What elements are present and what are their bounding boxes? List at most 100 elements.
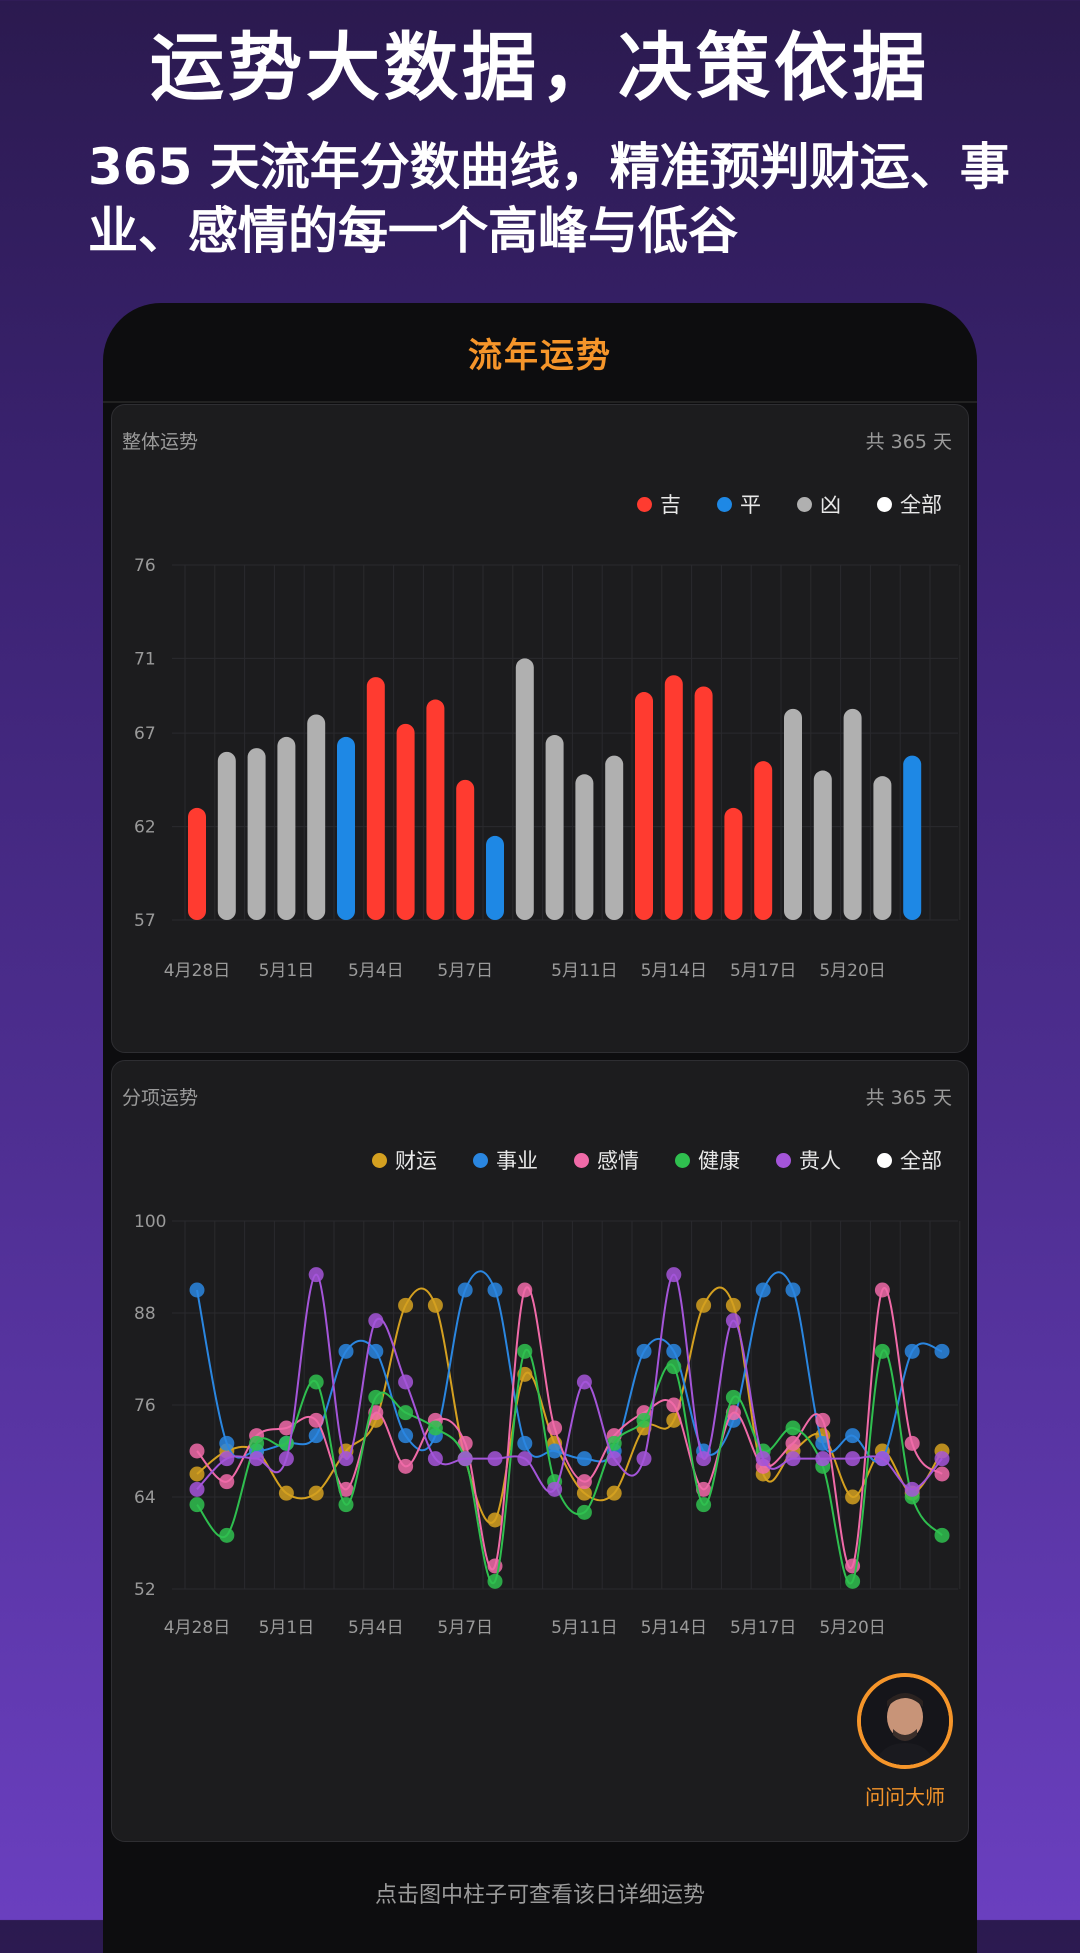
sub-line-chart[interactable]: 100 88 76 64 52 4月28日 5月1日 5月4日 5月7日 5月11日 5月14日 5月… xyxy=(112,1061,968,1841)
series-point[interactable] xyxy=(487,1451,503,1467)
series-point[interactable] xyxy=(368,1389,384,1405)
series-point[interactable] xyxy=(547,1481,563,1497)
series-point[interactable] xyxy=(755,1282,771,1298)
series-point[interactable] xyxy=(547,1443,563,1459)
overall-legend-item[interactable]: 凶 xyxy=(797,489,841,519)
bar[interactable] xyxy=(784,708,802,920)
overall-legend-item[interactable]: 全部 xyxy=(877,489,942,519)
bar[interactable] xyxy=(664,675,683,920)
series-point[interactable] xyxy=(308,1485,324,1501)
series-point[interactable] xyxy=(576,1485,592,1501)
series-point[interactable] xyxy=(189,1282,205,1298)
series-point[interactable] xyxy=(725,1297,741,1313)
bar[interactable] xyxy=(277,736,296,920)
series-point[interactable] xyxy=(368,1313,384,1329)
bar[interactable] xyxy=(456,779,475,920)
series-point[interactable] xyxy=(189,1443,205,1459)
series-point[interactable] xyxy=(278,1420,294,1436)
series-point[interactable] xyxy=(338,1481,354,1497)
bar[interactable] xyxy=(903,755,922,920)
series-point[interactable] xyxy=(696,1497,712,1513)
sub-legend-item[interactable]: 财运 xyxy=(372,1145,437,1175)
series-point[interactable] xyxy=(576,1474,592,1490)
series-point[interactable] xyxy=(278,1435,294,1451)
bar[interactable] xyxy=(575,774,594,920)
series-point[interactable] xyxy=(636,1451,652,1467)
bar[interactable] xyxy=(873,776,892,920)
sub-legend-item[interactable]: 事业 xyxy=(473,1145,538,1175)
series-point[interactable] xyxy=(427,1451,443,1467)
series-point[interactable] xyxy=(457,1435,473,1451)
series-point[interactable] xyxy=(934,1451,950,1467)
series-point[interactable] xyxy=(725,1389,741,1405)
series-point[interactable] xyxy=(696,1297,712,1313)
series-point[interactable] xyxy=(517,1451,533,1467)
bar[interactable] xyxy=(545,735,564,920)
series-point[interactable] xyxy=(785,1435,801,1451)
sub-legend-item[interactable]: 贵人 xyxy=(776,1145,841,1175)
series-point[interactable] xyxy=(278,1451,294,1467)
series-point[interactable] xyxy=(696,1451,712,1467)
bar[interactable] xyxy=(486,835,504,920)
series-point[interactable] xyxy=(219,1435,235,1451)
series-point[interactable] xyxy=(308,1412,324,1428)
series-point[interactable] xyxy=(427,1297,443,1313)
series-point[interactable] xyxy=(219,1474,235,1490)
series-point[interactable] xyxy=(904,1481,920,1497)
series-point[interactable] xyxy=(725,1313,741,1329)
series-point[interactable] xyxy=(606,1485,622,1501)
bar[interactable] xyxy=(754,761,773,920)
series-point[interactable] xyxy=(636,1412,652,1428)
series-point[interactable] xyxy=(219,1527,235,1543)
series-point[interactable] xyxy=(249,1435,265,1451)
series-point[interactable] xyxy=(755,1451,771,1467)
bar[interactable] xyxy=(515,658,534,920)
series-point[interactable] xyxy=(517,1435,533,1451)
series-point[interactable] xyxy=(845,1489,861,1505)
series-point[interactable] xyxy=(606,1435,622,1451)
series-point[interactable] xyxy=(874,1451,890,1467)
series-point[interactable] xyxy=(189,1481,205,1497)
series-point[interactable] xyxy=(398,1405,414,1421)
series-point[interactable] xyxy=(308,1374,324,1390)
bar[interactable] xyxy=(188,807,206,920)
series-point[interactable] xyxy=(278,1485,294,1501)
series-point[interactable] xyxy=(398,1458,414,1474)
series-point[interactable] xyxy=(904,1435,920,1451)
series-point[interactable] xyxy=(249,1451,265,1467)
series-point[interactable] xyxy=(785,1451,801,1467)
series-point[interactable] xyxy=(934,1343,950,1359)
series-point[interactable] xyxy=(666,1359,682,1375)
series-point[interactable] xyxy=(547,1420,563,1436)
series-point[interactable] xyxy=(815,1412,831,1428)
series-point[interactable] xyxy=(904,1343,920,1359)
series-point[interactable] xyxy=(517,1282,533,1298)
bar[interactable] xyxy=(724,807,743,920)
bar[interactable] xyxy=(247,748,266,920)
series-point[interactable] xyxy=(666,1343,682,1359)
series-point[interactable] xyxy=(457,1282,473,1298)
series-point[interactable] xyxy=(487,1512,503,1528)
bar[interactable] xyxy=(813,770,832,920)
series-point[interactable] xyxy=(427,1420,443,1436)
bar[interactable] xyxy=(307,714,326,920)
bar[interactable] xyxy=(694,686,713,920)
series-point[interactable] xyxy=(338,1497,354,1513)
series-point[interactable] xyxy=(874,1282,890,1298)
series-point[interactable] xyxy=(934,1527,950,1543)
bar[interactable] xyxy=(426,699,445,920)
series-point[interactable] xyxy=(487,1282,503,1298)
series-point[interactable] xyxy=(576,1374,592,1390)
series-point[interactable] xyxy=(785,1282,801,1298)
series-point[interactable] xyxy=(487,1573,503,1589)
series-point[interactable] xyxy=(666,1412,682,1428)
bar[interactable] xyxy=(605,755,624,920)
series-point[interactable] xyxy=(815,1451,831,1467)
series-point[interactable] xyxy=(308,1428,324,1444)
bar[interactable] xyxy=(396,723,415,920)
sub-legend-item[interactable]: 感情 xyxy=(574,1145,639,1175)
ask-master-button[interactable]: 问问大师 xyxy=(850,1673,960,1810)
series-point[interactable] xyxy=(398,1374,414,1390)
series-point[interactable] xyxy=(308,1267,324,1283)
series-point[interactable] xyxy=(934,1466,950,1482)
